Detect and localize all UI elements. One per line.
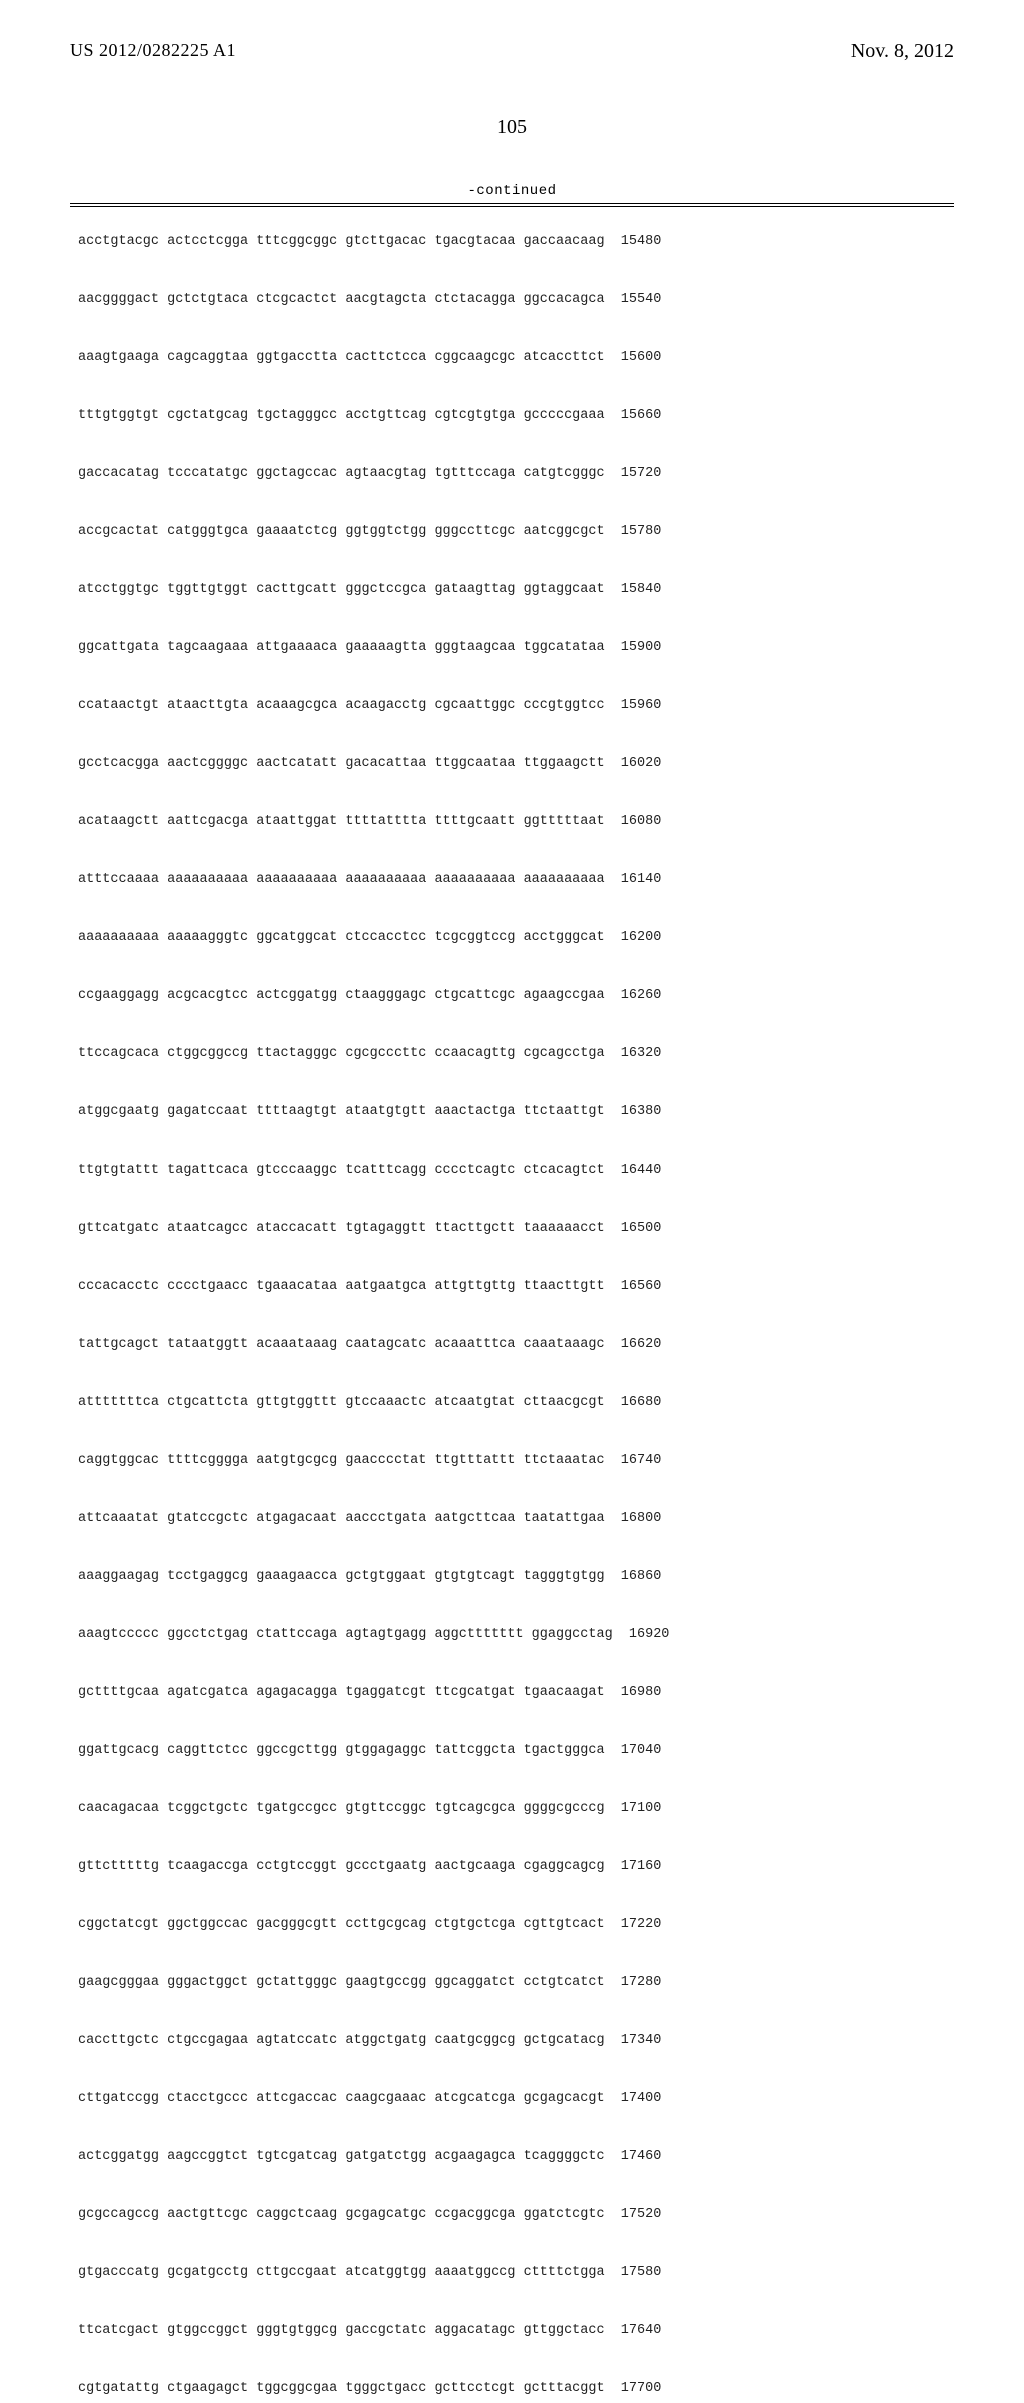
- continued-label: -continued: [70, 183, 954, 199]
- top-rule: [70, 203, 954, 204]
- page-number: 105: [70, 116, 954, 139]
- pub-date: Nov. 8, 2012: [851, 40, 954, 63]
- sequence-listing: acctgtacgc actcctcgga tttcggcggc gtcttga…: [78, 227, 954, 2403]
- app-number: US 2012/0282225 A1: [70, 40, 236, 61]
- bottom-rule: [70, 206, 954, 207]
